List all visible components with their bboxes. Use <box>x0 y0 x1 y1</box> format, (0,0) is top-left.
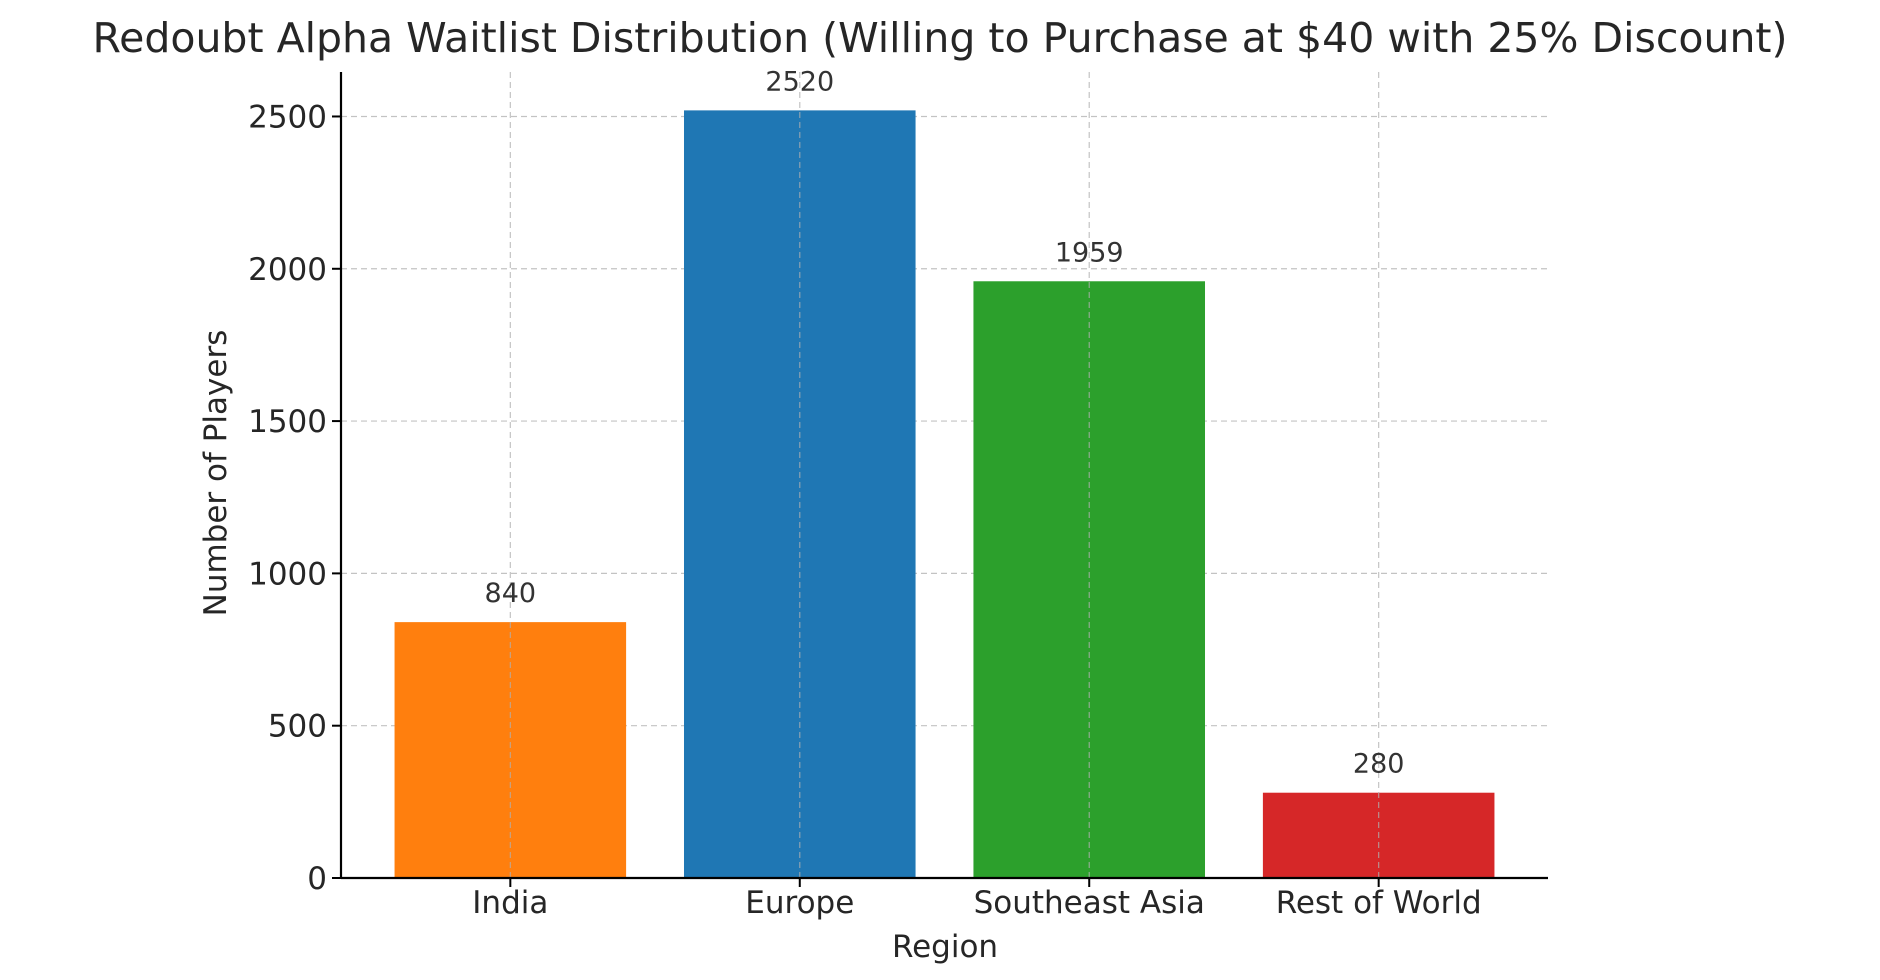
vertical-grid <box>509 72 1380 878</box>
y-tick-label: 2500 <box>248 99 327 135</box>
x-tick-label: Europe <box>745 885 854 921</box>
y-tick-label: 1500 <box>248 404 327 440</box>
y-axis-label: Number of Players <box>198 330 234 617</box>
chart-title: Redoubt Alpha Waitlist Distribution (Wil… <box>92 14 1787 62</box>
bar-india <box>394 622 627 878</box>
y-tick-label: 1000 <box>248 556 327 592</box>
x-tick-label: Southeast Asia <box>974 885 1205 921</box>
grid <box>341 115 1548 727</box>
bar-value-label: 840 <box>485 578 537 609</box>
data-labels: 840 2520 1959 280 <box>485 66 1405 779</box>
x-tick-label: Rest of World <box>1276 885 1482 921</box>
x-axis-label: Region <box>892 929 998 965</box>
bar-southeast-asia <box>973 281 1206 878</box>
axes: 0 500 1000 1500 2000 2500 India Europe Southeast… <box>248 72 1548 921</box>
y-tick-label: 0 <box>307 861 327 897</box>
x-tick-label: India <box>472 885 548 921</box>
bar-value-label: 2520 <box>765 66 834 97</box>
bar-value-label: 280 <box>1353 749 1405 780</box>
bar-value-label: 1959 <box>1055 237 1124 268</box>
y-tick-label: 500 <box>268 709 327 745</box>
y-tick-label: 2000 <box>248 252 327 288</box>
bars <box>394 110 1495 878</box>
